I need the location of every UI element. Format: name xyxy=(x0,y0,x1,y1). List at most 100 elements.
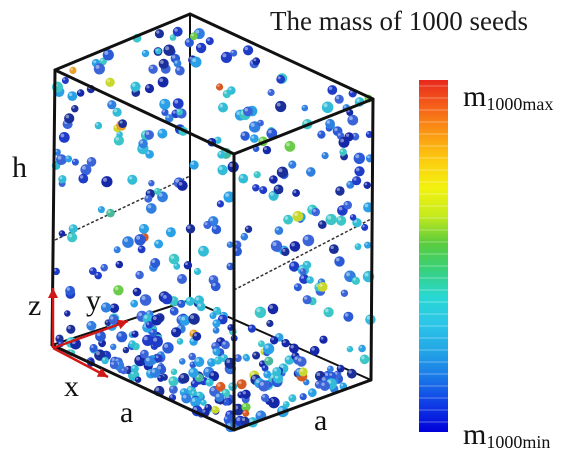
seed-highlight xyxy=(231,50,234,54)
seed-particle xyxy=(188,352,196,361)
seed-highlight xyxy=(141,296,146,300)
seed-particle xyxy=(58,132,70,143)
seed-particle xyxy=(179,315,191,326)
seed-particle xyxy=(327,365,334,373)
seed-highlight xyxy=(152,316,157,320)
seed-particle xyxy=(71,105,79,113)
seed-highlight xyxy=(251,375,256,380)
seed-highlight xyxy=(110,304,115,309)
seed-highlight xyxy=(255,379,260,384)
seed-particle xyxy=(52,267,60,276)
seed-particle xyxy=(170,368,178,376)
seed-particle xyxy=(209,312,217,320)
seed-particle xyxy=(327,85,338,95)
seed-particle xyxy=(177,180,188,191)
seed-particle xyxy=(238,173,249,184)
seed-highlight xyxy=(213,226,217,230)
seed-highlight xyxy=(116,261,120,265)
seed-particle xyxy=(211,224,222,235)
seed-particle xyxy=(109,360,119,370)
seed-particle xyxy=(109,303,120,314)
seed-highlight xyxy=(95,123,99,126)
seed-particle xyxy=(243,45,254,56)
seed-particle xyxy=(80,164,92,176)
seed-particle xyxy=(351,132,360,141)
seed-particle xyxy=(226,241,234,248)
box-edge-front-bottom-left xyxy=(50,343,236,432)
seed-highlight xyxy=(140,225,144,229)
seed-particle xyxy=(307,388,317,398)
seed-highlight xyxy=(259,341,262,344)
seed-highlight xyxy=(162,109,165,113)
seed-particle xyxy=(205,378,214,387)
seed-particle xyxy=(175,65,185,76)
seed-highlight xyxy=(60,133,65,138)
seed-particle xyxy=(336,215,347,226)
seed-particle xyxy=(94,271,102,280)
seed-highlight xyxy=(59,231,63,234)
seed-particle xyxy=(150,367,161,378)
seed-highlight xyxy=(72,159,76,162)
seed-highlight xyxy=(93,60,97,64)
seed-highlight xyxy=(121,368,124,371)
seed-particle xyxy=(204,404,212,412)
seed-highlight xyxy=(66,287,71,291)
seed-particle xyxy=(169,385,178,394)
seed-particle xyxy=(127,174,138,185)
seed-particle xyxy=(64,310,71,317)
seed-highlight xyxy=(178,275,182,279)
seed-highlight xyxy=(286,356,290,361)
seed-particle xyxy=(317,130,326,139)
seed-highlight xyxy=(366,132,370,135)
seed-highlight xyxy=(275,227,279,231)
seed-highlight xyxy=(334,127,338,132)
seed-particle xyxy=(67,91,78,101)
seed-highlight xyxy=(106,79,110,83)
seed-particle xyxy=(273,373,284,384)
seed-particle xyxy=(193,267,202,276)
seed-particle xyxy=(142,313,153,324)
seed-highlight xyxy=(365,242,368,246)
seed-highlight xyxy=(117,132,120,135)
seed-highlight xyxy=(82,165,86,170)
seed-particle xyxy=(340,289,349,297)
seed-highlight xyxy=(191,391,194,394)
seed-particle xyxy=(293,283,302,292)
seed-highlight xyxy=(326,120,330,124)
seed-highlight xyxy=(347,110,350,113)
seed-highlight xyxy=(174,28,178,32)
seed-particle xyxy=(270,336,279,345)
seed-particle xyxy=(252,57,261,66)
seed-highlight xyxy=(187,225,191,229)
seed-particle xyxy=(218,102,228,113)
seed-highlight xyxy=(178,181,183,186)
seed-highlight xyxy=(221,355,225,359)
seed-highlight xyxy=(238,380,242,385)
seed-highlight xyxy=(155,355,159,359)
seed-highlight xyxy=(236,111,241,116)
seed-particle xyxy=(299,393,307,401)
seed-particle xyxy=(349,214,357,221)
seed-particle xyxy=(89,344,98,353)
seed-particle xyxy=(214,356,223,365)
seed-highlight xyxy=(72,106,75,109)
seed-highlight xyxy=(364,203,369,208)
colorbar xyxy=(419,80,448,432)
seed-highlight xyxy=(295,284,298,288)
seed-particle xyxy=(97,206,105,214)
seed-highlight xyxy=(344,202,348,206)
seed-particle xyxy=(215,381,226,392)
seed-particle xyxy=(145,150,154,159)
seed-highlight xyxy=(355,167,360,172)
seed-particle xyxy=(185,224,196,234)
seed-particle xyxy=(289,261,300,272)
seed-highlight xyxy=(278,168,283,173)
seed-highlight xyxy=(244,108,248,112)
seed-highlight xyxy=(304,296,308,300)
seed-highlight xyxy=(347,346,350,349)
seed-highlight xyxy=(235,355,239,359)
seed-particle xyxy=(318,220,327,229)
seed-particle xyxy=(172,98,184,109)
seed-particle xyxy=(56,154,67,166)
